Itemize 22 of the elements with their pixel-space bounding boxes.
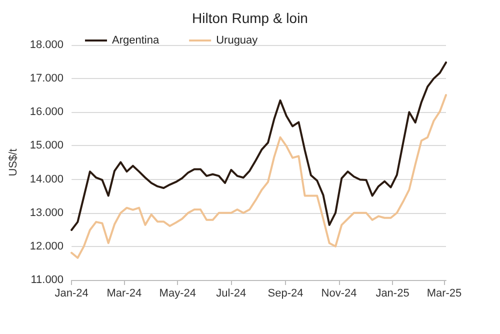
x-tick-label: Jan-25: [376, 288, 410, 300]
x-tick-label: Jul-24: [216, 288, 246, 300]
legend-label: Argentina: [112, 34, 160, 46]
chart-title: Hilton Rump & loin: [192, 10, 308, 26]
y-tick-label: 15.000: [30, 140, 64, 152]
y-tick-label: 16.000: [30, 106, 64, 118]
x-tick-label: Nov-24: [321, 288, 357, 300]
y-tick-label: 14.000: [30, 173, 64, 186]
x-tick-label: Mar-25: [426, 288, 462, 300]
x-tick-label: May-24: [159, 288, 196, 300]
x-tick-label: Sep-24: [268, 288, 304, 300]
y-tick-label: 13.000: [30, 206, 64, 219]
x-tick-label: Mar-24: [106, 288, 142, 300]
y-axis-title: US$/t: [8, 148, 20, 176]
line-series: [70, 61, 447, 231]
y-tick-label: 18.000: [30, 39, 64, 51]
y-tick-label: 17.000: [30, 72, 64, 85]
legend-label: Uruguay: [216, 34, 258, 46]
line-series: [70, 94, 447, 259]
y-tick-label: 12.000: [30, 240, 64, 252]
y-tick-label: 11.000: [30, 274, 64, 286]
x-tick-label: Jan-24: [54, 288, 88, 300]
